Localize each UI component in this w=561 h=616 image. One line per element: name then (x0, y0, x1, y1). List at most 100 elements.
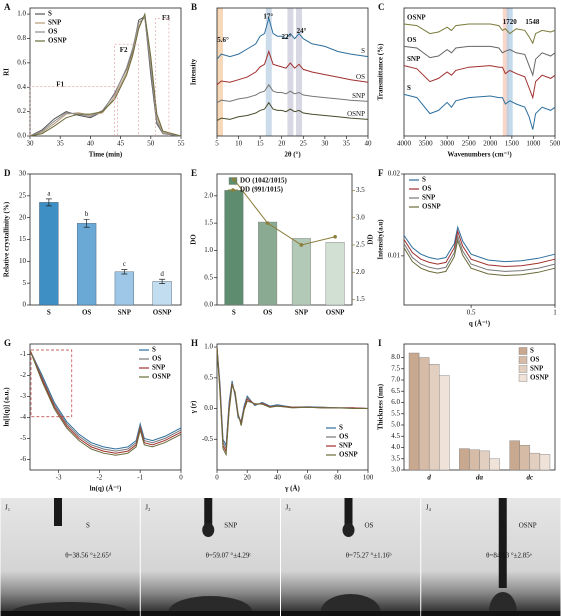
legend-label: SNP (407, 55, 421, 63)
y-tick-label: 7.0 (391, 376, 400, 384)
substrate (281, 611, 421, 616)
y-axis-label: DO (190, 234, 198, 245)
photo-background (421, 498, 561, 616)
significance-letter: b (85, 210, 89, 218)
y2-tick-label: 2.0 (356, 268, 365, 276)
x-tick-label: 0 (215, 474, 219, 482)
x-tick-label: S (47, 309, 51, 317)
y-tick-label: -2 (20, 371, 26, 379)
photo: J₄ OSNP θ=84.63 °±2.85ᵃ (421, 498, 561, 616)
needle (54, 498, 62, 526)
panel-label: C (378, 2, 385, 12)
x-tick-label: SNP (118, 309, 132, 317)
plot-frame (216, 7, 369, 137)
sample-name: OS (365, 522, 374, 530)
y-tick-label: 1.0 (204, 343, 213, 351)
y-tick-label: -1 (20, 350, 26, 358)
annotation: F3 (162, 14, 170, 22)
y-tick-label: 0.5 (204, 273, 213, 281)
plot-frame (403, 7, 556, 137)
bar (428, 364, 440, 471)
panel-label: B (191, 2, 197, 12)
y-tick-label: 0.0 (204, 404, 213, 412)
x-tick-label: 1 (553, 309, 557, 317)
panel-label: E (191, 168, 197, 178)
legend-label: OS (407, 36, 416, 44)
y-tick-label: 30 (19, 170, 27, 178)
photo: J₃ OS θ=75.27 °±1.16ᵇ (281, 498, 421, 616)
legend-label: S (339, 424, 343, 432)
legend-label: OSNP (152, 373, 171, 381)
y2-tick-label: 2.5 (356, 241, 365, 249)
highlight-band (265, 8, 272, 136)
legend-label: OSNP (407, 14, 426, 22)
x-tick-label: 5 (215, 140, 219, 148)
legend-label: OS (530, 356, 539, 364)
legend-label: SNP (48, 19, 62, 27)
error-bar (45, 198, 52, 207)
y-tick-label: -3 (20, 392, 26, 400)
x-tick-label: 15 (257, 140, 265, 148)
annotation: 5.6° (217, 36, 229, 44)
bar (224, 190, 244, 306)
y-tick-label: 1.0 (17, 10, 26, 18)
y-tick-label: 8.0 (391, 353, 400, 361)
photo-label: J₁ (5, 504, 10, 512)
x-tick-label: 80 (334, 474, 342, 482)
y-axis-label: Relative crystallinity (%) (3, 201, 11, 277)
plot-frame (29, 343, 182, 471)
y2-tick-label: 3.0 (356, 213, 365, 221)
x-tick-label: 45 (117, 140, 125, 148)
series-line (216, 101, 369, 122)
x-tick-label: OS (263, 309, 272, 317)
legend-label: OS (339, 433, 348, 441)
x-tick-label: 35 (57, 140, 65, 148)
legend-label: S (361, 47, 365, 55)
zoom-box (30, 349, 73, 418)
series-line (403, 45, 556, 78)
legend-label: OSNP (48, 37, 67, 45)
x-tick-label: OS (82, 309, 91, 317)
y2-axis-label: DD (367, 234, 375, 244)
x-tick-label: 50 (147, 140, 155, 148)
series-line (29, 350, 182, 454)
y-axis-label: ln[I(q)] (a.u.) (3, 387, 11, 427)
legend-label: SNP (352, 92, 365, 100)
annotation: 24° (297, 27, 307, 35)
sample-name: OSNP (519, 522, 537, 530)
y-tick-label: 0.0 (17, 132, 26, 140)
series-line (403, 65, 556, 100)
series-line (216, 83, 369, 104)
needle (498, 498, 507, 588)
series-line (233, 179, 336, 246)
y-tick-label: 0.5 (204, 373, 213, 381)
series-line (29, 350, 182, 450)
y-tick-label: 5.5 (391, 409, 400, 417)
fraction-box (114, 43, 140, 136)
y-tick-label: 3.5 (391, 454, 400, 462)
series-line (216, 347, 369, 448)
bar (39, 202, 59, 306)
annotation: 1548 (525, 18, 540, 26)
series-line (29, 16, 182, 137)
plot-frame (216, 173, 353, 306)
legend-label: OSNP (422, 203, 441, 211)
y-tick-label: 4.0 (391, 443, 400, 451)
droplet (320, 594, 381, 616)
series-line (403, 234, 556, 272)
panel-label: H (191, 338, 198, 348)
legend-label: SNP (152, 364, 166, 372)
y-tick-label: 10 (19, 257, 27, 265)
x-axis-label: 2θ (°) (284, 151, 301, 159)
plot-frame (216, 343, 369, 471)
legend-label: OS (48, 28, 57, 36)
y-tick-label: 0.01 (388, 251, 401, 259)
legend-label: S (152, 346, 156, 354)
bar (291, 238, 311, 306)
panel-label: A (4, 2, 11, 12)
highlight-band (295, 8, 302, 136)
x-tick-label: 40 (365, 140, 373, 148)
y-tick-label: 3.0 (391, 466, 400, 474)
needle (204, 498, 213, 526)
